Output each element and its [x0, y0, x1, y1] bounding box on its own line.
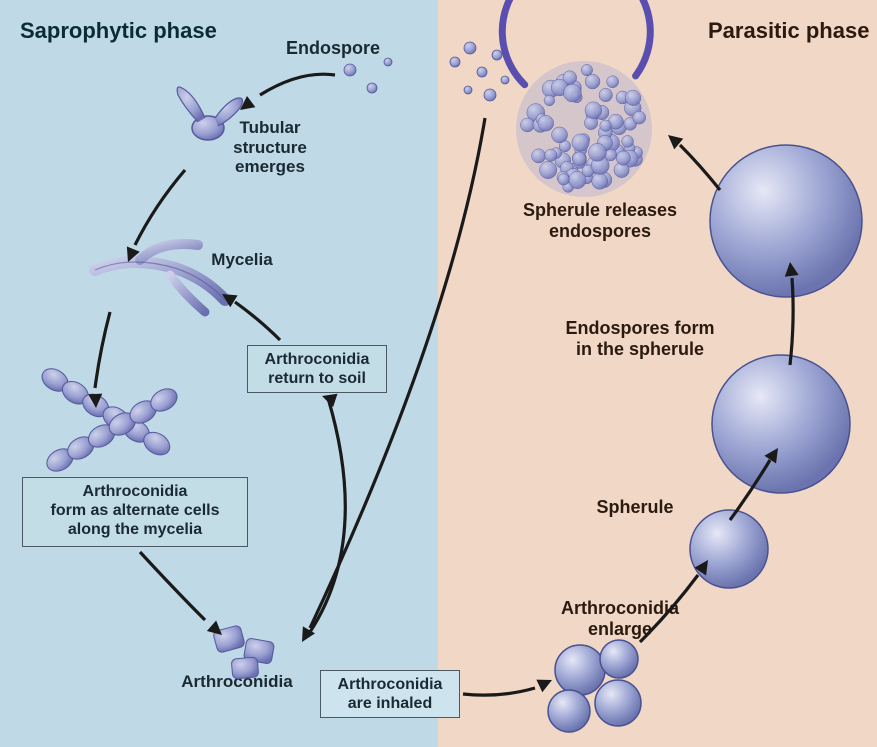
label-mycelia: Mycelia	[197, 250, 287, 270]
title-parasitic: Parasitic phase	[708, 18, 869, 44]
label-arthroconidia: Arthroconidia	[167, 672, 307, 692]
box-form-alternate: Arthroconidiaform as alternate cellsalon…	[22, 477, 248, 547]
label-endospores-form: Endospores formin the spherule	[540, 318, 740, 359]
box-inhaled: Arthroconidiaare inhaled	[320, 670, 460, 718]
diagram-stage: Saprophytic phase Parasitic phase Endosp…	[0, 0, 877, 747]
label-tubular: Tubularstructureemerges	[215, 118, 325, 177]
label-spherule-releases: Spherule releasesendospores	[500, 200, 700, 241]
label-spherule: Spherule	[580, 497, 690, 518]
label-arthroconidia-enlarge: Arthroconidiaenlarge	[540, 598, 700, 639]
box-return-to-soil: Arthroconidiareturn to soil	[247, 345, 387, 393]
title-saprophytic: Saprophytic phase	[20, 18, 217, 44]
label-endospore: Endospore	[278, 38, 388, 59]
